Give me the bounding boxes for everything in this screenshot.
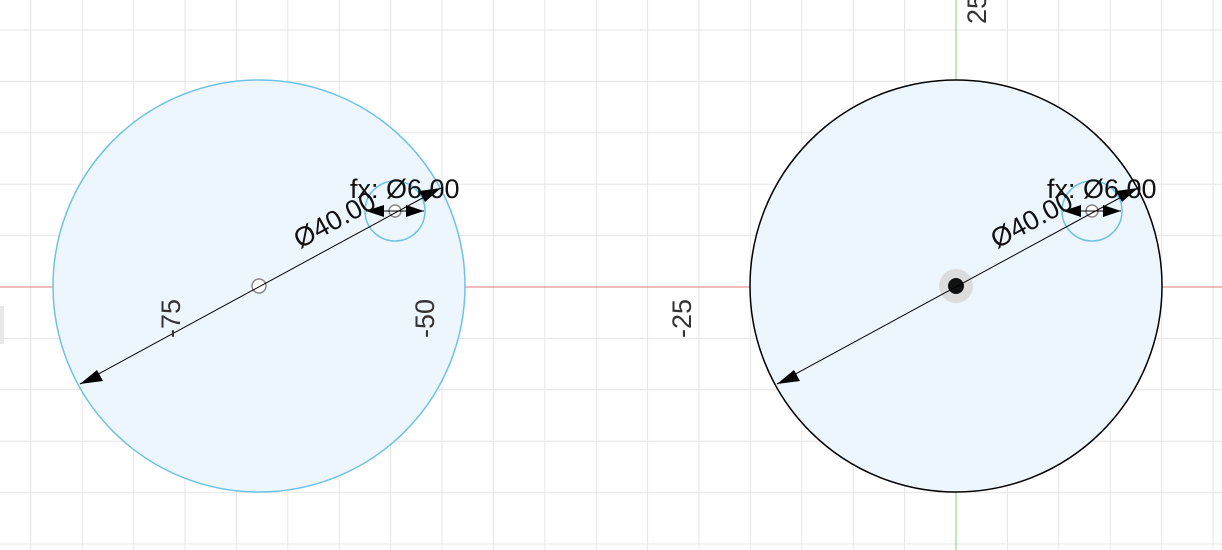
right-inner-dimension-arrow-left xyxy=(1063,205,1081,217)
left-outer-dimension-line[interactable] xyxy=(79,187,442,385)
left-outer-dimension-arrow-end xyxy=(419,188,441,202)
left-inner-diameter-label[interactable]: fx: Ø6.00 xyxy=(350,174,460,204)
left-outer-dimension-arrow xyxy=(80,370,103,384)
right-outer-dimension-arrow xyxy=(777,370,800,384)
right-outer-dimension-arrow-end xyxy=(1116,188,1138,202)
axis-label-25: 25 xyxy=(962,0,992,24)
axis-label-minus-25: -25 xyxy=(667,299,697,338)
right-inner-dimension-arrow-right xyxy=(1103,205,1121,217)
right-sketch[interactable]: Ø40.00 fx: Ø6.00 xyxy=(749,79,1163,493)
right-outer-dimension-line[interactable] xyxy=(776,187,1139,385)
origin-point[interactable] xyxy=(948,278,964,294)
left-edge-handle[interactable] xyxy=(0,306,4,344)
left-center-point[interactable] xyxy=(251,278,267,294)
left-inner-circle[interactable] xyxy=(364,180,426,242)
left-sketch[interactable]: Ø40.00 fx: Ø6.00 xyxy=(52,79,466,493)
right-inner-diameter-label[interactable]: fx: Ø6.00 xyxy=(1047,174,1157,204)
axis-label-minus-75: -75 xyxy=(156,299,186,338)
right-inner-circle[interactable] xyxy=(1061,180,1123,242)
left-inner-dimension-arrow-right xyxy=(406,205,424,217)
axis-label-minus-50: -50 xyxy=(410,299,440,338)
left-inner-dimension-arrow-left xyxy=(366,205,384,217)
